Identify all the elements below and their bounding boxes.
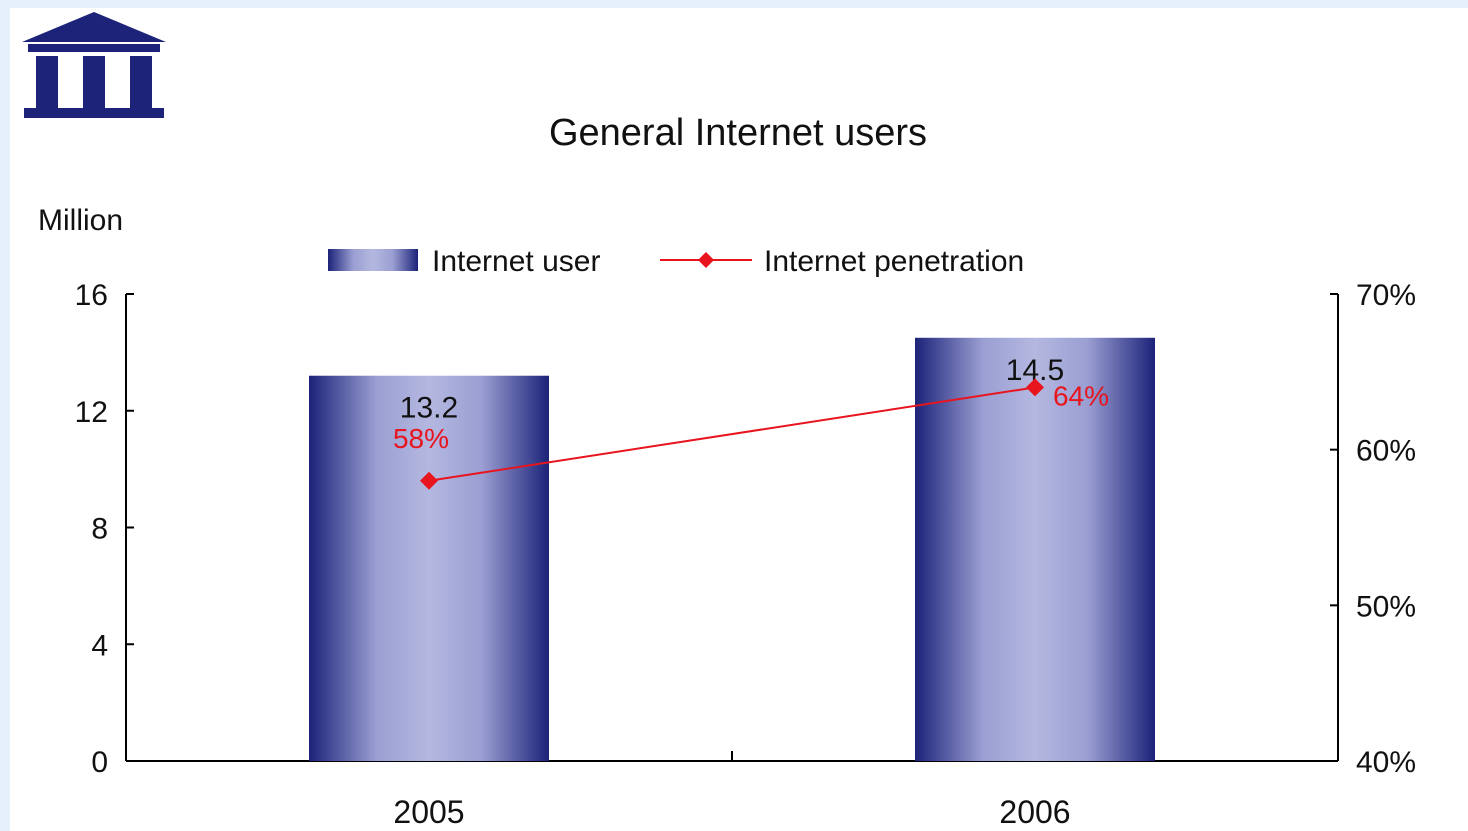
penetration-line bbox=[428, 386, 1036, 482]
legend-label-internet-user: Internet user bbox=[432, 245, 600, 278]
legend-marker-internet-penetration bbox=[698, 252, 714, 268]
combo-chart: General Internet users Million Internet … bbox=[38, 112, 1416, 830]
right-tick-label: 60% bbox=[1356, 435, 1416, 468]
left-tick-label: 8 bbox=[91, 513, 108, 546]
building-columns-icon bbox=[22, 12, 166, 118]
bars: 13.214.5 bbox=[309, 337, 1155, 761]
x-tick-label: 2006 bbox=[999, 794, 1070, 830]
penetration-point bbox=[1026, 378, 1044, 397]
penetration-data-label: 64% bbox=[1053, 380, 1109, 411]
left-tick-label: 0 bbox=[91, 746, 108, 779]
axes: 0 4 8 12 16 40% 50% 60% 70% 2005 2006 bbox=[75, 279, 1416, 830]
legend-swatch-internet-user bbox=[328, 249, 418, 271]
line-series: 58% 64% bbox=[393, 378, 1109, 490]
penetration-point bbox=[420, 471, 438, 490]
bar-data-label: 13.2 bbox=[400, 392, 458, 425]
right-tick-label: 70% bbox=[1356, 279, 1416, 312]
right-tick-label: 50% bbox=[1356, 590, 1416, 623]
bar bbox=[309, 375, 549, 761]
legend: Internet user Internet penetration bbox=[328, 245, 1024, 278]
chart-title: General Internet users bbox=[549, 112, 927, 154]
right-tick-label: 40% bbox=[1356, 746, 1416, 779]
left-tick-label: 4 bbox=[91, 629, 108, 662]
left-tick-label: 12 bbox=[75, 396, 108, 429]
y-axis-label: Million bbox=[38, 204, 123, 237]
left-tick-label: 16 bbox=[75, 279, 108, 312]
x-tick-label: 2005 bbox=[393, 794, 464, 830]
legend-label-internet-penetration: Internet penetration bbox=[764, 245, 1024, 278]
bar bbox=[915, 337, 1155, 761]
penetration-data-label: 58% bbox=[393, 423, 449, 454]
